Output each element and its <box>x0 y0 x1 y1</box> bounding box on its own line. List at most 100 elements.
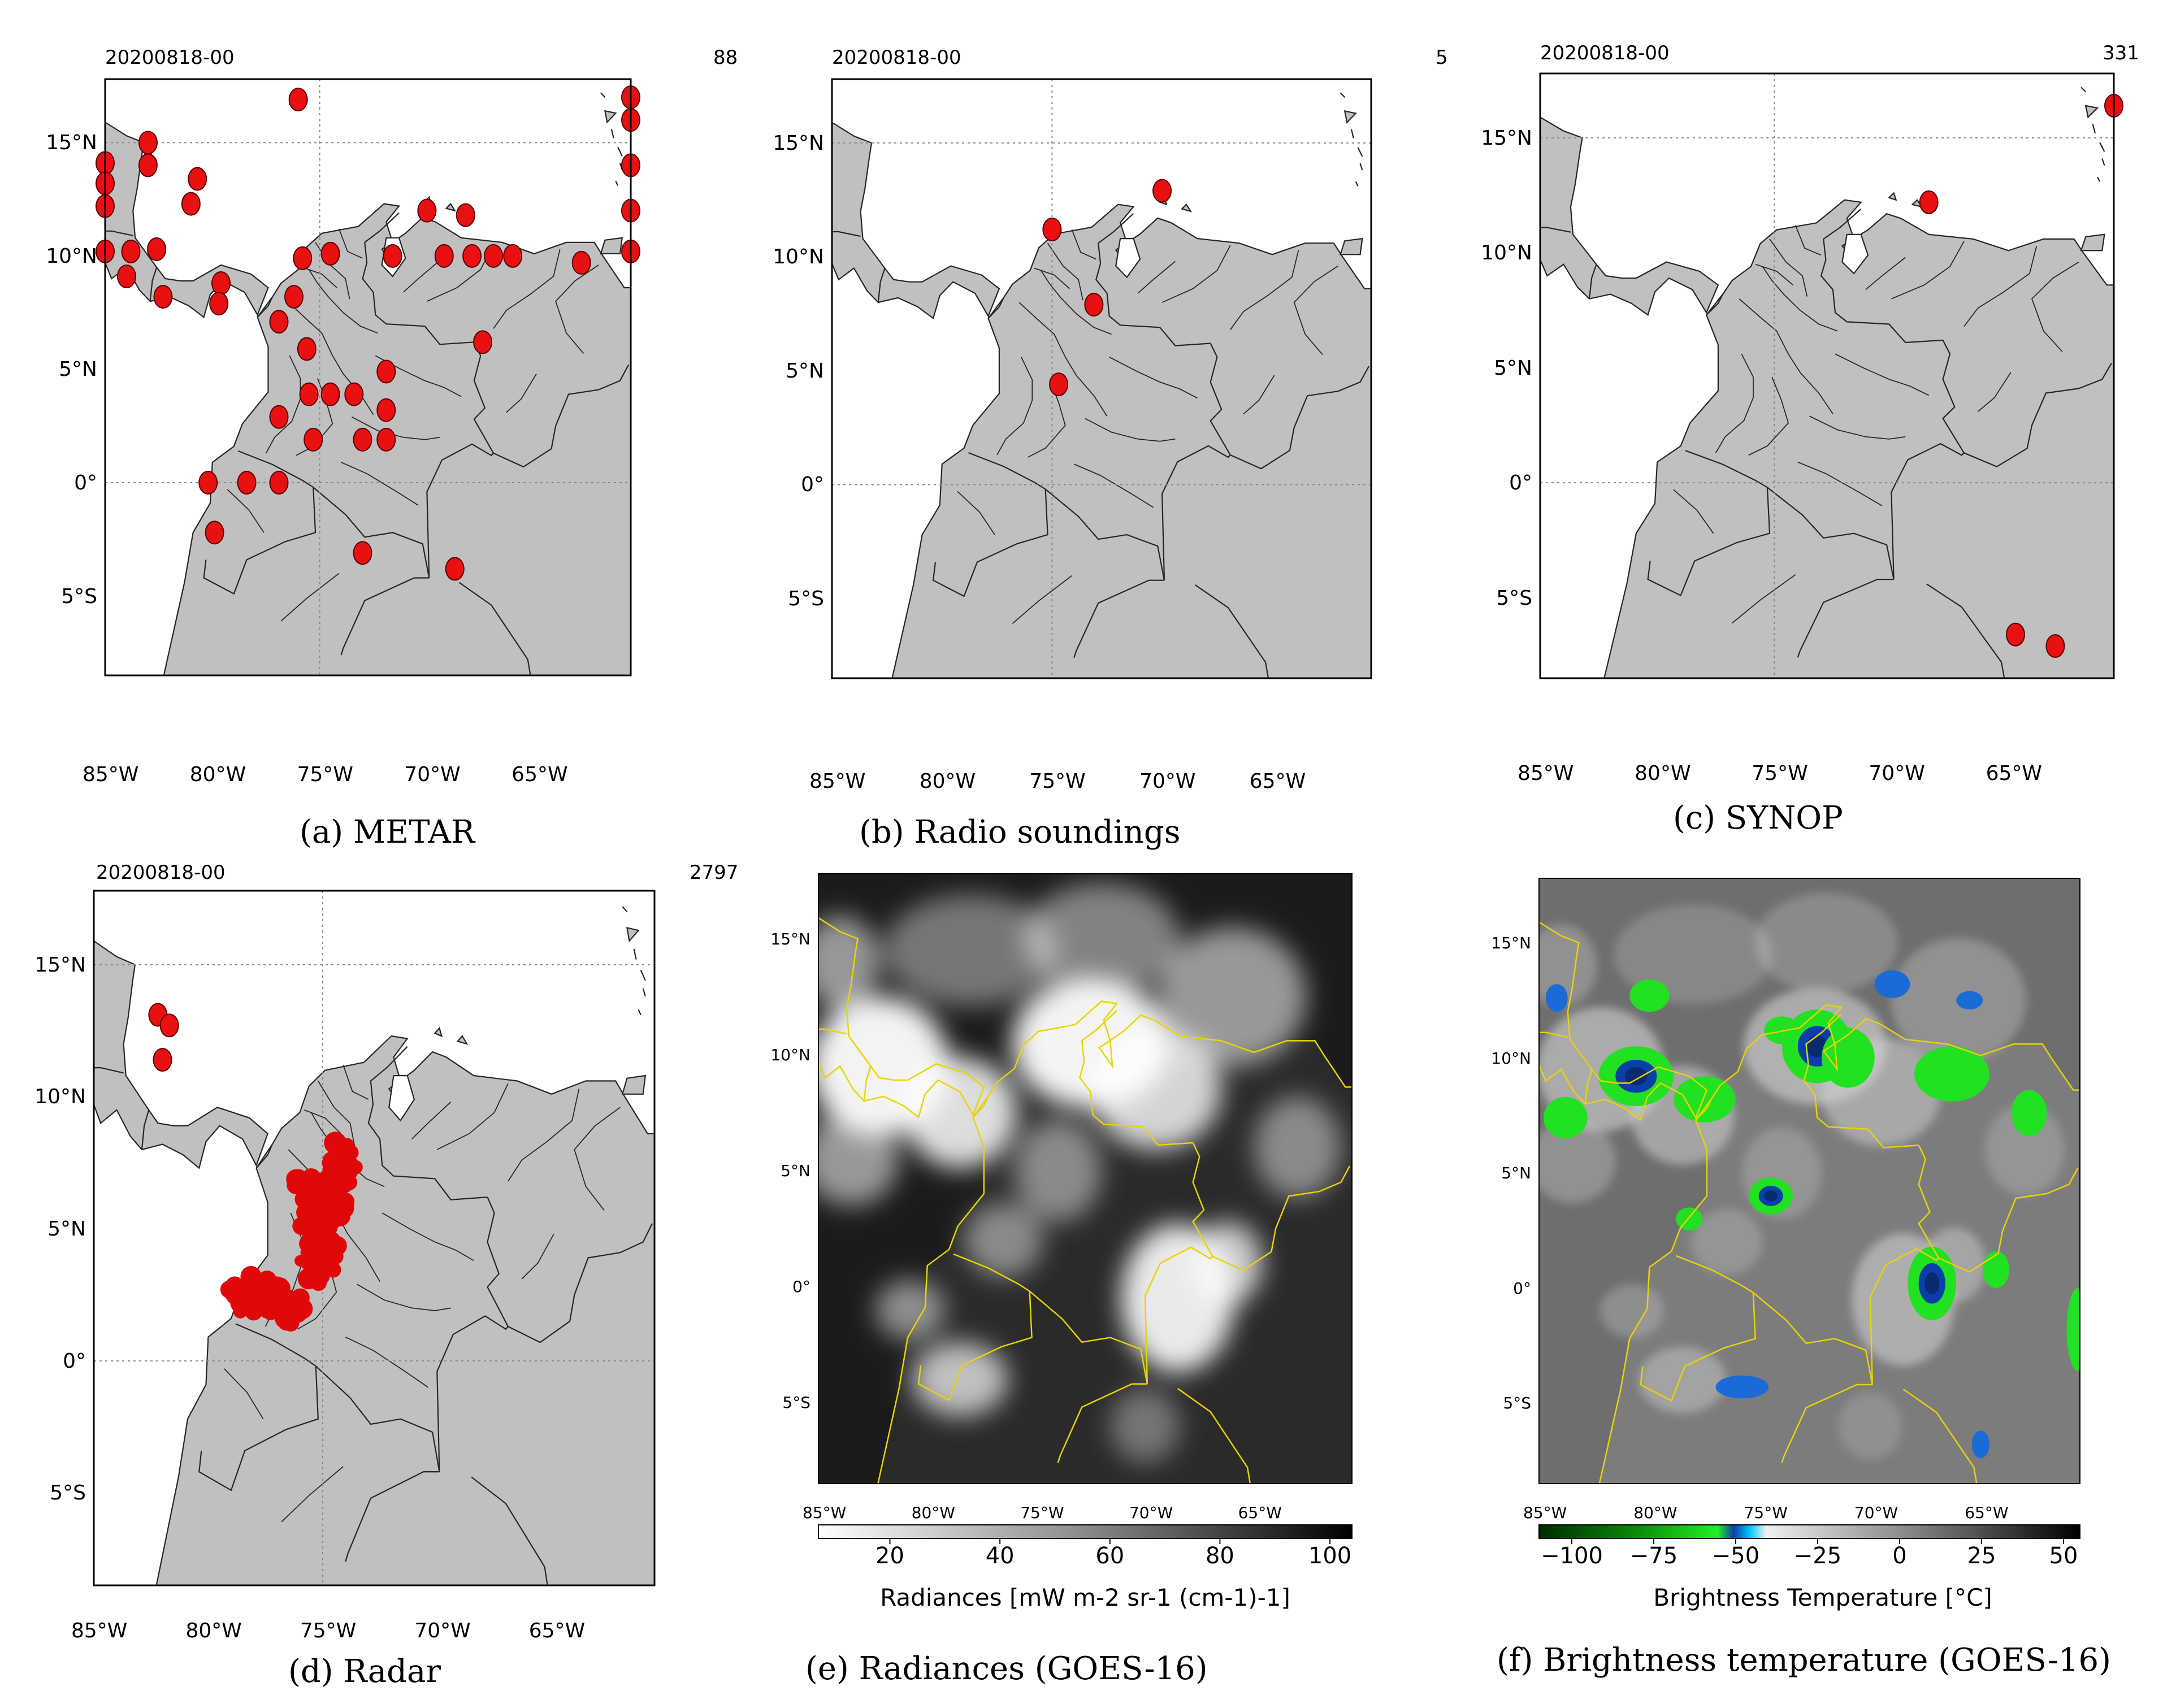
admin-border <box>308 269 378 334</box>
coastline <box>877 1000 1352 1484</box>
cloud-feature <box>1690 1208 1763 1276</box>
observation-marker <box>297 337 317 361</box>
obs-count: 88 <box>713 46 738 69</box>
country-border <box>1194 584 1269 678</box>
map-frame <box>93 890 656 1586</box>
cold-cloud-top <box>1545 984 1568 1012</box>
colorbar-tick-label: 0 <box>1892 1543 1907 1569</box>
lon-tick-label: 85°W <box>1523 1503 1567 1522</box>
obs-count: 331 <box>2103 42 2139 64</box>
lon-tick-label: 80°W <box>1633 1503 1677 1522</box>
country-border <box>1044 488 1165 580</box>
cloud-feature <box>1838 1393 1902 1459</box>
colorbar-tick-label: −100 <box>1541 1543 1603 1569</box>
cloud-feature <box>875 1279 945 1340</box>
observation-marker <box>473 330 493 354</box>
observation-marker <box>284 285 304 309</box>
country-border <box>968 452 1046 490</box>
lat-tick-label: 5°S <box>782 1393 810 1412</box>
caption-metar: (a) METAR <box>300 814 475 851</box>
observation-marker <box>288 88 308 112</box>
country-border <box>1230 366 1370 470</box>
panel-date: 20200818-00 <box>105 46 235 69</box>
lon-tick-label: 80°W <box>1635 762 1691 785</box>
lon-tick-label: 65°W <box>1238 1503 1282 1522</box>
observation-marker <box>299 382 319 406</box>
obs-count: 2797 <box>690 861 739 884</box>
colorbar-tick-label: 60 <box>1095 1543 1125 1569</box>
radar-echo <box>305 1269 317 1281</box>
country-border <box>1640 1292 1757 1402</box>
admin-border <box>280 573 340 622</box>
lat-tick-label: 10°N <box>773 245 824 269</box>
lat-tick-label: 5°S <box>1503 1394 1531 1413</box>
admin-border <box>1137 261 1176 294</box>
lat-tick-label: 15°N <box>770 929 810 948</box>
country-border <box>426 443 494 578</box>
radar-echo <box>233 1304 248 1319</box>
lat-tick-label: 5°N <box>781 1161 810 1181</box>
observation-marker <box>269 405 289 429</box>
country-border <box>1753 1292 1874 1385</box>
admin-border <box>1809 415 1906 440</box>
island <box>600 237 623 254</box>
country-border <box>362 212 474 345</box>
caption-brightness-temperature: (f) Brightness temperature (GOES-16) <box>1497 1642 2111 1679</box>
lat-tick-label: 15°N <box>34 953 86 977</box>
country-border <box>1869 1248 1939 1385</box>
soundings-map <box>831 78 1372 679</box>
observation-marker <box>138 131 158 155</box>
country-border <box>953 1253 1030 1292</box>
radar-echo <box>257 1271 277 1290</box>
cloud-feature <box>883 894 1058 1006</box>
admin-border <box>1748 376 1789 456</box>
metar-map <box>96 78 640 677</box>
colorbar-tick-label: 20 <box>875 1543 904 1569</box>
admin-border <box>1865 257 1906 291</box>
admin-border <box>1012 575 1072 624</box>
panel-metar: 20200818-00 88 15°N 10°N 5°N 0° 5°S 85°W 80°W… <box>0 0 752 851</box>
radar-echo <box>331 1213 343 1226</box>
country-border <box>1212 1165 1351 1272</box>
admin-border <box>318 1081 356 1147</box>
lon-tick-label: 85°W <box>803 1503 847 1522</box>
observation-marker <box>462 244 482 268</box>
lon-tick-label: 65°W <box>1965 1503 2009 1522</box>
island <box>638 1009 641 1016</box>
admin-border <box>957 491 995 535</box>
country-border <box>1588 264 1597 299</box>
observation-marker <box>237 471 257 495</box>
country-border <box>1647 487 1771 597</box>
cloud-feature <box>818 915 879 1008</box>
image-frame <box>818 873 1353 1484</box>
observation-marker <box>138 153 158 177</box>
admin-border <box>555 265 599 354</box>
brightness-temperature-image <box>1538 878 2080 1484</box>
lon-tick-label: 70°W <box>1869 762 1925 785</box>
south-america-land <box>155 1035 654 1585</box>
observation-marker <box>1049 372 1069 397</box>
panel-synop: 20200818-00 331 15°N 10°N 5°N 0° 5°S 85°W 80°… <box>1481 0 2176 848</box>
lon-tick-label: 75°W <box>1752 762 1808 785</box>
country-border <box>1057 1383 1147 1463</box>
lon-tick-label: 65°W <box>1249 770 1306 793</box>
observation-marker <box>188 167 207 191</box>
country-border <box>1540 227 1571 233</box>
caption-synop: (c) SYNOP <box>1673 800 1843 836</box>
lon-tick-label: 65°W <box>512 763 568 786</box>
cloud-feature <box>1754 893 1898 992</box>
country-border <box>1797 578 1894 658</box>
country-border <box>141 1109 150 1150</box>
radar-echo <box>258 1293 278 1313</box>
country-border <box>487 1197 509 1327</box>
admin-border <box>302 267 337 288</box>
admin-border <box>304 1109 341 1134</box>
colorbar-ramp <box>818 1524 1353 1539</box>
observation-marker <box>445 557 465 581</box>
synop-map <box>1539 72 2123 679</box>
very-cold-core <box>1924 1272 1940 1295</box>
observation-marker <box>1919 190 1939 214</box>
admin-border <box>1161 245 1231 303</box>
admin-border <box>357 1284 451 1311</box>
radar-echo <box>327 1247 340 1261</box>
